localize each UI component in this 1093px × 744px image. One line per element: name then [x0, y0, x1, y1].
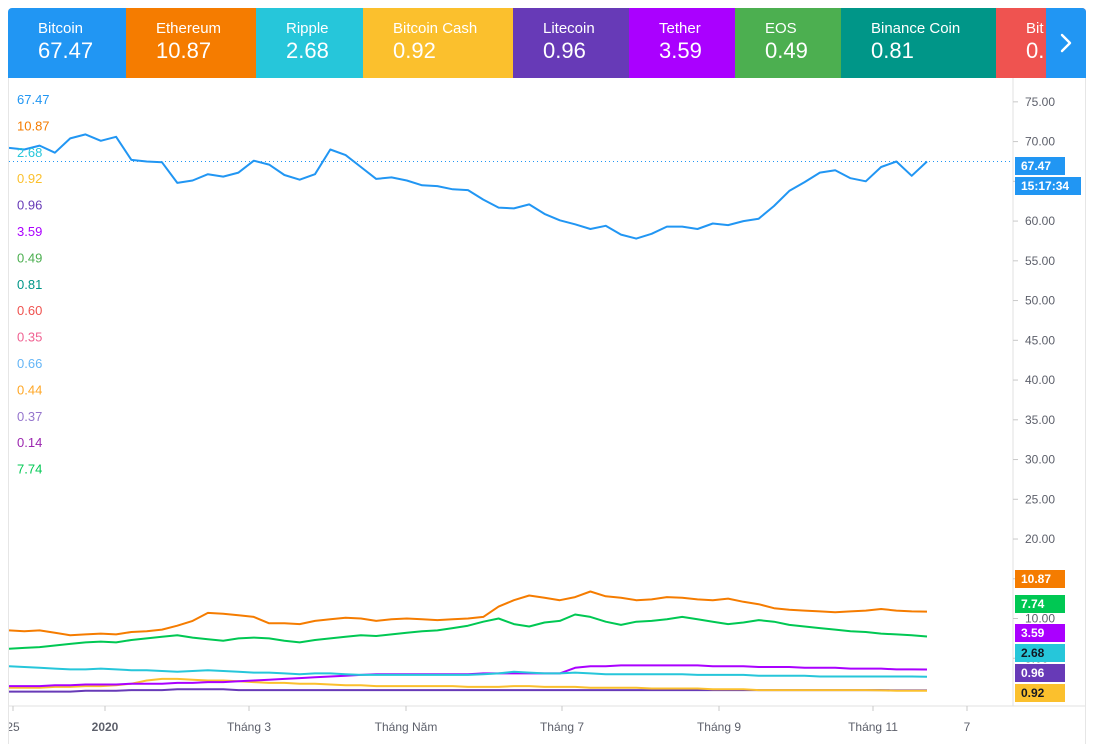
price-tag-bg	[1015, 595, 1065, 613]
ticker-value: 10.87	[156, 38, 212, 63]
price-tag: 15:17:34	[1015, 177, 1081, 195]
next-button[interactable]	[1046, 8, 1086, 78]
price-tag-label: 10.87	[1021, 572, 1051, 586]
legend-value: 0.44	[17, 382, 42, 397]
ticker-value: 0.81	[871, 38, 914, 63]
x-tick-label: Tháng 11	[848, 720, 898, 734]
x-tick-label: 25	[9, 720, 20, 734]
y-tick-label: 10.00	[1025, 612, 1055, 626]
y-tick-label: 70.00	[1025, 135, 1055, 149]
legend-value: 0.81	[17, 277, 42, 292]
y-tick-label: 75.00	[1025, 95, 1055, 109]
ticker-tile[interactable]: Bitcoin Cash 0.92	[363, 8, 513, 78]
price-tag: 10.87	[1015, 570, 1065, 588]
price-tag-bg	[1015, 570, 1065, 588]
ticker-tile[interactable]: Litecoin 0.96	[513, 8, 629, 78]
ticker-name: Ethereum	[156, 20, 222, 37]
ticker-tile[interactable]: EOS 0.49	[735, 8, 841, 78]
y-tick-label: 55.00	[1025, 254, 1055, 268]
y-tick-label: 25.00	[1025, 492, 1055, 506]
y-tick-label: 45.00	[1025, 333, 1055, 347]
ticker-value: 67.47	[38, 38, 94, 63]
ticker-name: Tether	[659, 20, 701, 37]
price-tag: 7.74	[1015, 595, 1065, 613]
ticker-name: Bitcoin	[38, 20, 84, 37]
y-tick-label: 30.00	[1025, 453, 1055, 467]
series-line	[9, 677, 927, 692]
ticker-tile[interactable]: Binance Coin 0.81	[841, 8, 996, 78]
legend-value: 67.47	[17, 92, 50, 107]
ticker-tile[interactable]: Ethereum 10.87	[126, 8, 256, 78]
legend-value: 0.14	[17, 435, 42, 450]
x-tick-label: Tháng 9	[697, 720, 741, 734]
price-tag-label: 0.96	[1021, 666, 1045, 680]
series-line	[9, 613, 928, 650]
ticker-value: 0.92	[393, 38, 436, 63]
ticker-value: 2.68	[286, 38, 329, 63]
price-tag-bg	[1015, 157, 1065, 175]
price-tag: 0.92	[1015, 684, 1065, 702]
ticker-tile[interactable]: Tether 3.59	[629, 8, 735, 78]
legend-value: 10.87	[17, 118, 50, 133]
ticker-strip: Bitcoin 67.47 Ethereum 10.87 Ripple 2.68 Bitco…	[8, 8, 1086, 78]
price-tag: 67.47	[1015, 157, 1065, 175]
price-tag-bg	[1015, 644, 1065, 662]
price-tag: 2.68	[1015, 644, 1065, 662]
price-tag-label: 0.92	[1021, 686, 1045, 700]
ticker-tile[interactable]: Ripple 2.68	[256, 8, 363, 78]
price-tag-label: 7.74	[1021, 597, 1045, 611]
ticker-name: Litecoin	[543, 20, 595, 37]
x-tick-label: 7	[964, 720, 971, 734]
price-chart: 5.0010.0015.0020.0025.0030.0035.0040.004…	[9, 78, 1085, 734]
price-tag-bg	[1015, 664, 1065, 682]
price-tag-label: 2.68	[1021, 646, 1045, 660]
ticker-value: 0.	[1026, 38, 1045, 63]
legend-value: 0.60	[17, 303, 42, 318]
legend-value: 0.35	[17, 330, 42, 345]
legend-value: 0.92	[17, 171, 42, 186]
chevron-right-icon	[1060, 33, 1072, 53]
y-tick-label: 20.00	[1025, 532, 1055, 546]
price-tag-bg	[1015, 624, 1065, 642]
x-tick-label: 2020	[92, 720, 119, 734]
price-tag-label: 15:17:34	[1021, 179, 1069, 193]
series-line	[9, 133, 928, 240]
ticker-value: 0.96	[543, 38, 586, 63]
price-tag: 0.96	[1015, 664, 1065, 682]
ticker-value: 0.49	[765, 38, 808, 63]
chart-area: 5.0010.0015.0020.0025.0030.0035.0040.004…	[8, 78, 1086, 744]
ticker-name: Binance Coin	[871, 20, 961, 37]
ticker-name: EOS	[765, 20, 797, 37]
ticker-value: 3.59	[659, 38, 702, 63]
ticker-name: Ripple	[286, 20, 329, 37]
legend-value: 0.96	[17, 198, 42, 213]
ticker-name: Bit	[1026, 20, 1044, 37]
series-line	[9, 665, 928, 678]
price-tag: 3.59	[1015, 624, 1065, 642]
x-tick-label: Tháng 7	[540, 720, 584, 734]
price-tag-bg	[1015, 684, 1065, 702]
price-tag-bg	[1015, 177, 1081, 195]
legend-value: 0.66	[17, 356, 42, 371]
legend-value: 0.49	[17, 250, 42, 265]
price-tag-label: 67.47	[1021, 159, 1051, 173]
legend-value: 0.37	[17, 409, 42, 424]
y-tick-label: 60.00	[1025, 214, 1055, 228]
legend-value: 2.68	[17, 145, 42, 160]
legend-value: 7.74	[17, 462, 42, 477]
ticker-tile[interactable]: Bitcoin 67.47	[8, 8, 126, 78]
y-tick-label: 50.00	[1025, 294, 1055, 308]
x-tick-label: Tháng 3	[227, 720, 271, 734]
y-tick-label: 40.00	[1025, 373, 1055, 387]
ticker-name: Bitcoin Cash	[393, 20, 478, 37]
legend-value: 3.59	[17, 224, 42, 239]
y-tick-label: 35.00	[1025, 413, 1055, 427]
price-tag-label: 3.59	[1021, 626, 1045, 640]
series-line	[9, 590, 928, 637]
x-tick-label: Tháng Năm	[375, 720, 438, 734]
